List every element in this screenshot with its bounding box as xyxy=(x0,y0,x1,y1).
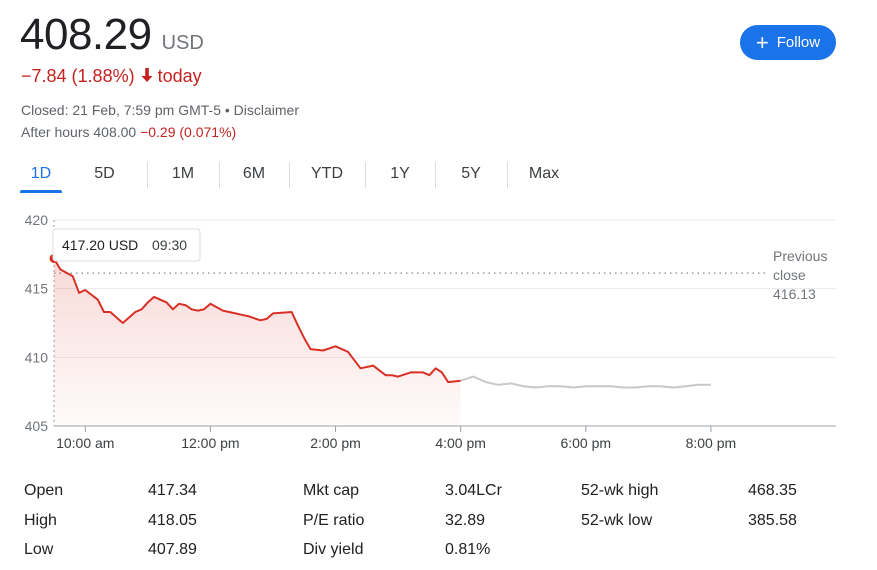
after-hours-price: After hours 408.00 xyxy=(21,124,137,140)
y-tick-label: 415 xyxy=(25,281,49,297)
stat-label-52wk-low: 52-wk low xyxy=(581,512,653,529)
price-line-after-hours[interactable] xyxy=(460,375,711,389)
tooltip-price: 417.20 USD xyxy=(62,237,138,253)
stat-label-pe-ratio: P/E ratio xyxy=(303,512,365,529)
y-tick-label: 420 xyxy=(25,212,49,228)
tab-1y[interactable]: 1Y xyxy=(365,158,435,190)
x-tick-label: 10:00 am xyxy=(56,435,114,451)
price-header: 408.29 USD xyxy=(20,10,204,60)
tab-5d[interactable]: 5D xyxy=(94,165,115,182)
previous-close-label: close xyxy=(773,267,806,283)
stat-value-mkt-cap: 3.04LCr xyxy=(445,482,502,499)
arrow-down-icon xyxy=(141,66,153,87)
follow-button[interactable]: + Follow xyxy=(740,25,836,60)
tab-6m[interactable]: 6M xyxy=(219,158,289,190)
plus-icon: + xyxy=(755,29,769,55)
price-change-row: −7.84 (1.88%) today xyxy=(21,66,202,87)
stat-label-high: High xyxy=(24,512,57,529)
stat-label-low: Low xyxy=(24,541,54,558)
stat-value-52wk-low: 385.58 xyxy=(748,512,797,529)
previous-close-label: Previous xyxy=(773,248,827,264)
stat-label-52wk-high: 52-wk high xyxy=(581,482,659,499)
previous-close-value: 416.13 xyxy=(773,286,816,302)
y-tick-label: 405 xyxy=(25,418,49,434)
price-area xyxy=(54,258,461,426)
x-tick-label: 2:00 pm xyxy=(310,435,361,451)
after-hours-change: −0.29 (0.071%) xyxy=(140,124,237,140)
current-price: 408.29 xyxy=(20,10,152,59)
stat-label-open: Open xyxy=(24,482,64,499)
tab-5y[interactable]: 5Y xyxy=(435,158,507,190)
x-tick-label: 12:00 pm xyxy=(181,435,239,451)
x-tick-label: 4:00 pm xyxy=(435,435,486,451)
currency-label: USD xyxy=(161,32,204,54)
x-tick-label: 6:00 pm xyxy=(560,435,611,451)
stat-value-52wk-high: 468.35 xyxy=(748,482,797,499)
stat-label-mkt-cap: Mkt cap xyxy=(303,482,360,499)
price-change-suffix: today xyxy=(157,66,202,86)
after-hours-info: After hours 408.00 −0.29 (0.071%) xyxy=(21,124,236,140)
tooltip-time: 09:30 xyxy=(152,237,187,253)
price-chart[interactable]: 420 415 410 405 10:00 am 12:00 pm 2:00 pm 4:00 … xyxy=(0,200,877,460)
market-closed-info: Closed: 21 Feb, 7:59 pm GMT-5 • Disclaim… xyxy=(21,102,299,118)
stat-value-div-yield: 0.81% xyxy=(445,541,491,558)
y-tick-label: 410 xyxy=(25,349,49,365)
follow-label: Follow xyxy=(776,34,821,51)
x-tick-label: 8:00 pm xyxy=(686,435,737,451)
stat-value-pe-ratio: 32.89 xyxy=(445,512,486,529)
stat-value-high: 418.05 xyxy=(148,512,197,529)
tab-max[interactable]: Max xyxy=(507,158,581,190)
price-change: −7.84 (1.88%) xyxy=(21,66,135,86)
stat-label-div-yield: Div yield xyxy=(303,541,364,558)
range-tabs: 1D 5D 1M 6M YTD 1Y 5Y Max xyxy=(20,158,581,193)
stat-value-open: 417.34 xyxy=(148,482,197,499)
tab-ytd[interactable]: YTD xyxy=(289,158,365,190)
price-line-regular-hours[interactable] xyxy=(53,257,461,384)
tab-1m[interactable]: 1M xyxy=(147,158,219,190)
tooltip-box xyxy=(52,228,201,262)
stat-value-low: 407.89 xyxy=(148,541,197,558)
tab-1d[interactable]: 1D xyxy=(20,158,62,193)
